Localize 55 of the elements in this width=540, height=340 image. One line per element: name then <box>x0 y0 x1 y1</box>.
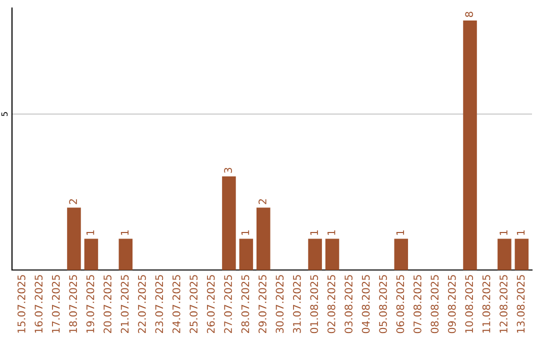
x-tick-label: 07.08.2025 <box>414 275 422 334</box>
data-label: 2 <box>69 199 77 204</box>
x-tick-label: 04.08.2025 <box>362 275 370 334</box>
x-tick-label: 15.07.2025 <box>17 275 26 333</box>
x-tick-label: 11.08.2025 <box>482 275 490 333</box>
x-tick-label: 29.07.2025 <box>258 275 266 334</box>
x-tick-label: 30.07.2025 <box>276 275 284 334</box>
data-label: 1 <box>120 230 129 235</box>
data-label: 2 <box>258 199 266 204</box>
data-label: 3 <box>224 168 232 173</box>
x-tick-label: 24.07.2025 <box>172 275 180 334</box>
x-tick-label: 10.08.2025 <box>465 275 474 333</box>
bar <box>325 238 340 270</box>
y-tick-label: 5 <box>1 112 8 116</box>
bar <box>67 208 81 270</box>
x-tick-label: 02.08.2025 <box>327 275 336 334</box>
data-label: 1 <box>500 230 508 235</box>
bar <box>308 238 322 270</box>
bar <box>463 20 477 270</box>
data-label: 1 <box>516 230 525 235</box>
x-tick-label: 05.08.2025 <box>379 275 387 334</box>
bar <box>394 238 408 270</box>
x-tick-label: 23.07.2025 <box>155 275 164 334</box>
x-tick-label: 12.08.2025 <box>500 275 508 333</box>
x-tick-label: 13.08.2025 <box>516 275 525 333</box>
x-tick-label: 01.08.2025 <box>310 275 318 334</box>
bar <box>239 238 254 270</box>
bar <box>118 238 133 270</box>
data-label: 1 <box>328 230 336 235</box>
x-tick-label: 16.07.2025 <box>34 275 43 333</box>
data-label: 1 <box>310 230 318 235</box>
x-tick-label: 17.07.2025 <box>52 275 60 333</box>
bar <box>84 238 98 270</box>
x-tick-label: 20.07.2025 <box>104 275 112 334</box>
bar <box>256 208 270 270</box>
bar <box>498 238 512 270</box>
x-tick-label: 28.07.2025 <box>241 275 250 334</box>
x-tick-label: 31.07.2025 <box>292 275 301 334</box>
x-tick-label: 25.07.2025 <box>190 275 198 334</box>
x-tick-label: 22.07.2025 <box>138 275 146 334</box>
data-label: 1 <box>86 230 94 235</box>
x-tick-label: 06.08.2025 <box>396 275 404 334</box>
x-tick-label: 21.07.2025 <box>120 275 129 334</box>
x-tick-label: 03.08.2025 <box>344 275 353 334</box>
x-tick-label: 08.08.2025 <box>430 275 439 334</box>
x-tick-label: 27.07.2025 <box>224 275 232 334</box>
x-tick-label: 19.07.2025 <box>86 275 94 333</box>
data-label: 1 <box>241 230 250 235</box>
bar <box>514 238 529 270</box>
x-tick-label: 18.07.2025 <box>69 275 78 333</box>
x-tick-label: 09.08.2025 <box>448 275 456 334</box>
data-label: 1 <box>396 230 404 235</box>
data-label: 8 <box>465 12 474 17</box>
bar <box>222 176 236 270</box>
x-tick-label: 26.07.2025 <box>206 275 215 334</box>
